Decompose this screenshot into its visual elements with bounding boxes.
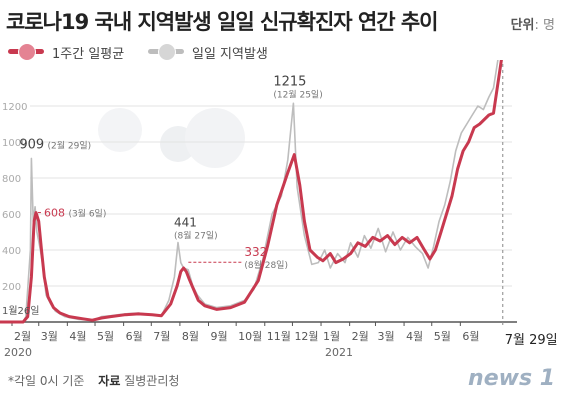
data-sublabel: (3월 6일)	[68, 208, 106, 220]
x-tick-label: 4월	[406, 330, 423, 343]
data-label: 1월26일	[2, 305, 40, 317]
footer: *각일 0시 기준 자료 질병관리청	[8, 372, 179, 389]
series-avg-line	[0, 60, 503, 324]
x-tick-label: 12월	[294, 330, 318, 343]
x-tick-label: 2월	[352, 330, 369, 343]
x-tick-label: 4월	[69, 330, 86, 343]
x-tick-label: 3월	[377, 330, 394, 343]
data-label: 441	[174, 216, 197, 230]
x-tick-label: 10월	[238, 330, 262, 343]
x-tick-label: 5월	[97, 330, 114, 343]
y-axis: 200 400 600 800 1000 1200	[2, 102, 27, 293]
source-name: 질병관리청	[124, 374, 180, 388]
data-label: 1215	[273, 74, 306, 89]
x-axis: 2월 3월 4월 5월 6월 7월 8월 9월 10월 11월 12월 1월 2월 3월 4월 5월 6월 202…	[0, 64, 558, 359]
unit-label: 단위: 명	[511, 14, 555, 33]
data-sublabel: (8월 27일)	[174, 230, 218, 242]
x-tick-label: 8월	[182, 330, 199, 343]
year-label: 2021	[325, 346, 353, 359]
x-tick-label: 11월	[267, 330, 291, 343]
x-tick-label: 6월	[462, 330, 479, 343]
virus-decoration	[98, 108, 245, 168]
x-tick-label: 9월	[210, 330, 227, 343]
x-tick-label: 5월	[434, 330, 451, 343]
data-sublabel: (2월 29일)	[48, 139, 92, 151]
data-label: 909	[19, 137, 44, 152]
y-tick-label: 1000	[2, 138, 27, 149]
y-tick-label: 200	[2, 282, 21, 293]
year-label: 2020	[4, 346, 32, 359]
legend-daily-dot	[158, 43, 176, 61]
header: 코로나19 국내 지역발생 일일 신규확진자 연간 추이 단위: 명	[6, 2, 561, 38]
x-tick-label: 2월	[14, 330, 31, 343]
legend-avg-label: 1주간 일평균	[52, 47, 125, 62]
chart-title: 코로나19 국내 지역발생 일일 신규확진자 연간 추이	[6, 10, 438, 34]
end-date-label: 7월 29일	[505, 333, 558, 348]
footer-note: *각일 0시 기준	[8, 374, 85, 388]
data-label: 332	[244, 245, 267, 259]
x-tick-label: 3월	[41, 330, 58, 343]
series-daily-line	[0, 60, 499, 323]
x-tick-label: 1월	[323, 330, 340, 343]
data-sublabel: (12월 25일)	[273, 88, 322, 100]
x-tick-label: 6월	[126, 330, 143, 343]
data-sublabel: (8월 28일)	[244, 259, 288, 271]
annotations: 1월26일 909 (2월 29일) 608 (3월 6일) 441(8월 27일) 332…	[2, 74, 323, 317]
x-tick-label: 7월	[153, 330, 170, 343]
legend-avg-dot	[18, 43, 36, 61]
news1-logo: news 1	[468, 366, 555, 391]
unit-label-key: 단위	[510, 18, 535, 33]
data-label: 608	[44, 207, 65, 220]
series-lines	[0, 60, 503, 324]
unit-label-value: : 명	[534, 18, 555, 33]
source-label: 자료	[98, 374, 121, 388]
chart-canvas: 200 400 600 800 1000 1200 2월 3월 4월 5월 6월 7월 8월 9월 10월…	[0, 60, 558, 359]
virus-icon	[98, 108, 142, 152]
y-tick-label: 1200	[2, 102, 27, 113]
legend-daily-label: 일일 지역발생	[192, 47, 268, 62]
y-tick-label: 600	[2, 210, 21, 221]
y-tick-label: 400	[2, 246, 21, 257]
y-tick-label: 800	[2, 174, 21, 185]
globe-icon	[185, 108, 245, 168]
gridlines	[30, 105, 512, 287]
